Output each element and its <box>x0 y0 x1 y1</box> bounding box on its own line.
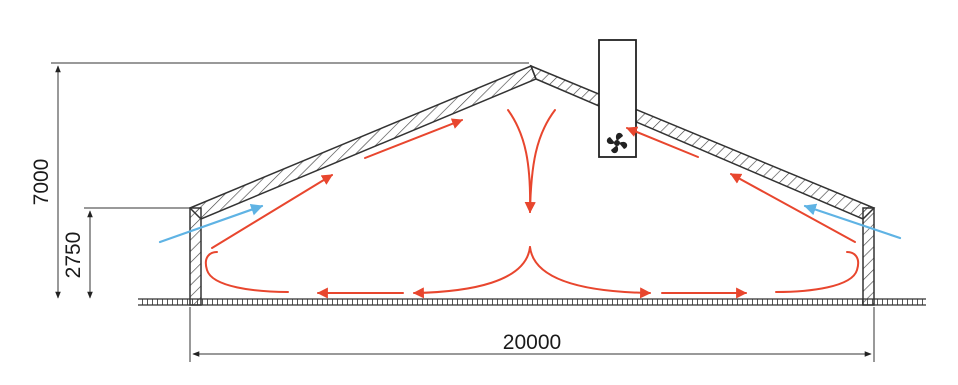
airflow-arrow <box>529 246 652 299</box>
airflow-arrow <box>507 109 536 214</box>
airflow-arrow <box>204 251 289 293</box>
airflow-arrow <box>524 109 556 214</box>
dimension-building-width: 20000 <box>503 331 561 354</box>
fan-icon <box>606 132 628 154</box>
right-roof <box>529 64 876 220</box>
cold-inflow <box>158 203 902 244</box>
right-wall <box>862 207 875 306</box>
ground <box>138 298 926 306</box>
dimension-total-height: 7000 <box>30 159 53 206</box>
exhaust-chimney <box>598 39 637 158</box>
dimension-wall-height: 2750 <box>62 232 85 279</box>
airflow-arrow <box>625 126 699 158</box>
airflow-arrow <box>364 118 464 159</box>
airflow-arrow <box>412 246 531 299</box>
dimension-lines <box>51 62 875 362</box>
airflow-arrow <box>211 174 333 249</box>
airflow-arrow <box>775 251 860 293</box>
left-roof <box>188 65 537 220</box>
airflow-arrow <box>730 173 856 243</box>
inflow-arrow-right <box>803 203 902 240</box>
inflow-arrow-left <box>158 203 264 244</box>
left-wall <box>189 207 202 306</box>
warm-airflow <box>204 109 860 299</box>
